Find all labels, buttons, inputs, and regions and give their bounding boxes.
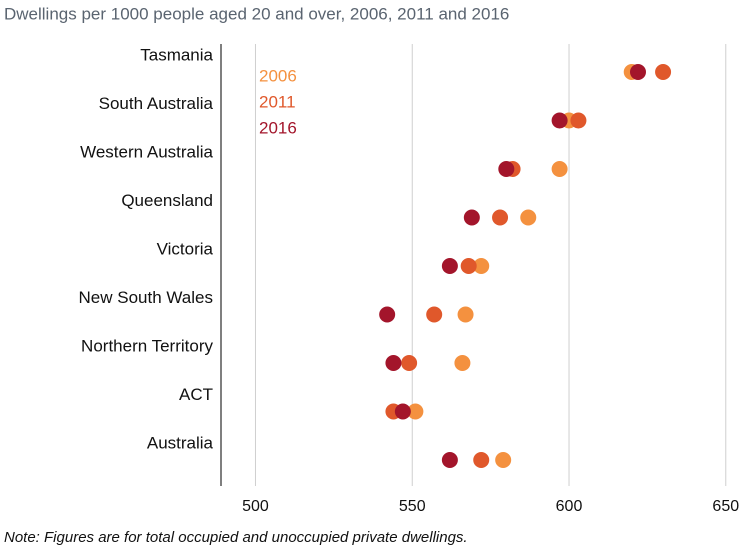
dot xyxy=(551,161,568,177)
x-tick-label: 500 xyxy=(242,498,269,515)
y-tick-label: Western Australia xyxy=(80,142,213,161)
dot xyxy=(629,64,646,80)
legend-entry: 2016 xyxy=(259,118,297,137)
dot xyxy=(379,306,396,323)
dot xyxy=(385,355,402,371)
y-tick-label: ACT xyxy=(179,385,213,404)
dot xyxy=(551,112,568,129)
dot xyxy=(473,258,490,274)
dot xyxy=(401,355,418,371)
dot xyxy=(498,161,515,177)
x-tick-label: 550 xyxy=(399,498,426,515)
y-tick-label: Australia xyxy=(147,433,214,452)
legend-entry: 2006 xyxy=(259,66,297,85)
dot xyxy=(463,209,480,226)
dot xyxy=(426,306,443,323)
y-tick-label: Northern Territory xyxy=(81,336,213,355)
dot xyxy=(457,306,474,323)
y-tick-label: South Australia xyxy=(99,94,214,113)
dot xyxy=(394,403,411,420)
dot xyxy=(441,258,458,274)
chart-title: Dwellings per 1000 people aged 20 and ov… xyxy=(4,4,509,23)
dot xyxy=(495,452,512,468)
dot xyxy=(441,452,458,468)
y-tick-label: Queensland xyxy=(121,191,213,210)
dot xyxy=(473,452,490,468)
dot xyxy=(655,64,672,80)
legend-entry: 2011 xyxy=(259,92,296,111)
note: Note: Figures are for total occupied and… xyxy=(4,529,468,546)
dot xyxy=(460,258,477,274)
dot xyxy=(407,403,424,420)
dot xyxy=(454,355,471,371)
y-tick-label: Victoria xyxy=(157,239,214,258)
dot xyxy=(570,112,587,129)
y-tick-label: New South Wales xyxy=(79,288,213,307)
x-tick-label: 600 xyxy=(556,498,583,515)
y-tick-label: Tasmania xyxy=(140,45,213,64)
dot xyxy=(520,209,537,226)
x-tick-label: 650 xyxy=(712,498,739,515)
dot xyxy=(492,209,509,226)
